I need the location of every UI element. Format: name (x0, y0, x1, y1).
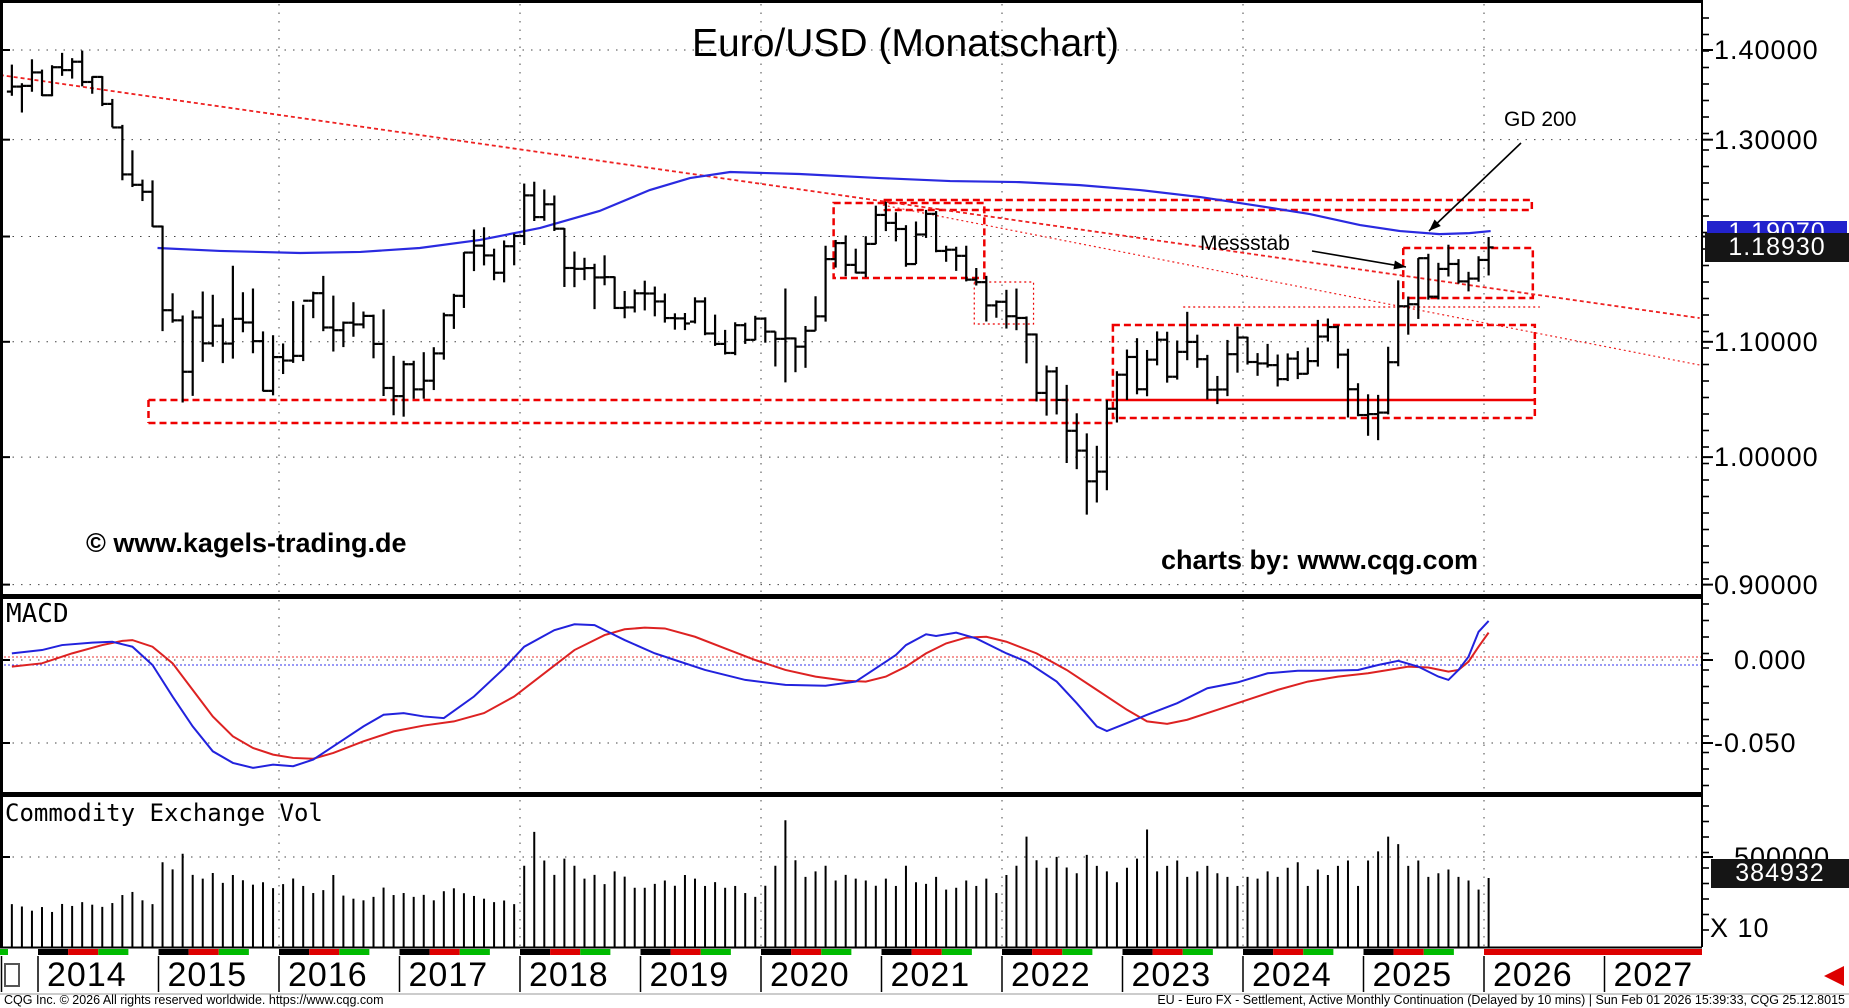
gd200-annotation: GD 200 (1504, 108, 1577, 131)
status-bar-right: EU - Euro FX - Settlement, Active Monthl… (1157, 993, 1845, 1007)
watermark-link[interactable]: © www.kagels-trading.de (86, 528, 407, 558)
ma-value-text: 1.19070 (1728, 221, 1826, 235)
year-label: 2014 (47, 956, 127, 994)
status-bar-left: CQG Inc. © 2026 All rights reserved worl… (4, 993, 384, 1007)
macd-axis-label: -0.050 (1714, 728, 1797, 758)
price-axis-label: 1.00000 (1714, 442, 1819, 473)
messstab-annotation: Messstab (1200, 232, 1290, 255)
price-axis-label: 1.40000 (1714, 35, 1819, 65)
year-label: 2024 (1252, 956, 1332, 994)
credit-text: charts by: www.cqg.com (1161, 545, 1479, 575)
macd-axis-label: 0.000 (1734, 645, 1807, 675)
price-axis-label: 0.90000 (1714, 569, 1819, 600)
year-label: 2027 (1613, 956, 1694, 994)
year-label: 2021 (890, 956, 971, 994)
year-label: 2026 (1493, 956, 1573, 994)
chart-title: Euro/USD (Monatschart) (692, 22, 1119, 65)
year-label: 2025 (1372, 956, 1453, 994)
year-label: 2018 (529, 956, 609, 994)
year-label: 2022 (1011, 956, 1091, 994)
volume-value-badge: 384932 (1711, 859, 1849, 888)
macd-panel-label: MACD (6, 599, 69, 629)
price-axis-label: 1.10000 (1714, 326, 1819, 357)
price-axis-label: 1.30000 (1714, 124, 1819, 155)
year-label: 2015 (167, 956, 248, 994)
timeline-checkbox[interactable] (4, 963, 20, 987)
year-label: 2016 (288, 956, 368, 994)
ma-value-badge: 1.19070 (1707, 221, 1847, 235)
year-label: 2023 (1131, 956, 1212, 994)
scroll-left-arrow-icon[interactable] (1824, 966, 1844, 986)
year-label: 2019 (649, 956, 730, 994)
year-label: 2017 (408, 956, 489, 994)
last-price-badge: 1.18930 (1705, 233, 1849, 262)
volume-panel-label: Commodity Exchange Vol (5, 799, 323, 827)
year-label: 2020 (770, 956, 850, 994)
volume-multiplier-label: X 10 (1710, 913, 1770, 943)
